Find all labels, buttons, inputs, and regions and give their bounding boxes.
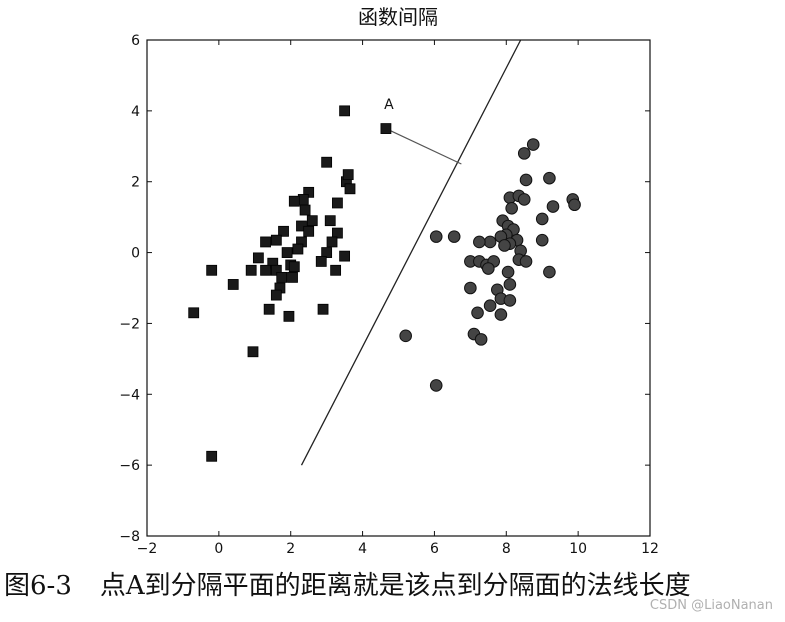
square-point xyxy=(276,271,288,283)
circle-point xyxy=(568,198,581,212)
circle-point xyxy=(399,329,412,343)
y-tick-label: 2 xyxy=(131,175,140,191)
square-point xyxy=(332,197,343,209)
circle-point xyxy=(474,333,488,346)
figure-caption: 图6-3 点A到分隔平面的距离就是该点到分隔面的法线长度 xyxy=(4,565,691,602)
scatter-chart: 函数间隔 −2 0 2 4 6 8 10 12 −8 −6 −4 −2 0 2 4 6 A xyxy=(119,5,659,557)
square-point xyxy=(339,250,351,262)
y-tick-label: −8 xyxy=(119,529,140,545)
circle-point xyxy=(464,281,477,295)
circle-point xyxy=(471,306,484,320)
circle-point xyxy=(483,299,497,313)
y-tick-label: 4 xyxy=(131,104,140,120)
square-point xyxy=(263,303,275,315)
circle-point xyxy=(543,171,556,185)
plot-contents: A xyxy=(188,39,581,466)
circle-point xyxy=(447,230,461,243)
circle-point xyxy=(429,379,443,392)
x-tick-label: 8 xyxy=(502,541,511,557)
square-point xyxy=(206,264,218,276)
square-point xyxy=(260,236,271,248)
circle-point xyxy=(535,233,549,247)
circle-point xyxy=(501,265,515,279)
square-point xyxy=(299,204,311,216)
circle-point xyxy=(503,294,517,307)
circle-point xyxy=(429,230,443,243)
square-point xyxy=(227,279,239,290)
square-point xyxy=(252,252,264,264)
square-point xyxy=(306,215,318,227)
square-point xyxy=(303,225,315,237)
circle-point xyxy=(505,201,518,215)
separating-line xyxy=(300,39,522,466)
square-point xyxy=(342,169,354,181)
circle-point xyxy=(543,265,556,279)
circle-point xyxy=(494,308,508,321)
y-tick-label: −6 xyxy=(119,458,140,474)
square-point xyxy=(297,194,309,205)
y-tick-label: 0 xyxy=(131,246,140,262)
square-point xyxy=(188,307,200,319)
square-point xyxy=(283,310,295,322)
watermark: CSDN @LiaoNanan xyxy=(649,598,773,613)
circle-point xyxy=(503,278,517,291)
x-tick-label: 0 xyxy=(214,541,223,557)
square-point xyxy=(288,195,300,207)
square-point xyxy=(278,225,289,237)
circle-point xyxy=(546,200,560,213)
square-point xyxy=(344,183,356,195)
square-point xyxy=(288,261,300,273)
circle-point xyxy=(517,147,531,160)
square-point xyxy=(206,450,218,462)
y-tick-label: −2 xyxy=(119,316,140,332)
circle-point xyxy=(498,239,511,252)
square-point xyxy=(270,234,282,246)
square-point xyxy=(281,247,293,258)
point-a-label: A xyxy=(384,97,394,113)
circle-point xyxy=(535,212,549,226)
x-tick-label: −2 xyxy=(137,541,158,557)
caption-label: 图6-3 xyxy=(4,571,72,601)
square-point xyxy=(245,264,257,276)
x-tick-label: 2 xyxy=(286,541,295,557)
y-tick-label: 6 xyxy=(131,33,140,49)
x-tick-label: 6 xyxy=(430,541,439,557)
square-point xyxy=(317,303,329,315)
x-tick-label: 12 xyxy=(641,541,659,557)
x-tick-label: 10 xyxy=(569,541,587,557)
square-point xyxy=(330,264,342,276)
circle-point xyxy=(483,235,497,249)
square-point xyxy=(270,289,282,301)
circle-point xyxy=(519,255,533,268)
square-point xyxy=(321,156,333,168)
square-point xyxy=(260,264,271,276)
circle-point xyxy=(517,193,531,206)
square-point xyxy=(315,256,327,267)
square-point xyxy=(326,236,338,248)
circle-point xyxy=(519,173,533,187)
plot-frame xyxy=(146,39,651,537)
chart-title: 函数间隔 xyxy=(358,5,438,29)
square-point xyxy=(287,271,298,283)
square-point xyxy=(339,105,351,117)
square-point xyxy=(247,346,259,358)
circle-point xyxy=(526,138,540,151)
square-point xyxy=(380,123,392,134)
caption-text: 点A到分隔平面的距离就是该点到分隔面的法线长度 xyxy=(99,571,691,601)
y-tick-label: −4 xyxy=(119,387,140,403)
square-point xyxy=(324,215,336,227)
square-point xyxy=(292,243,304,255)
normal-segment xyxy=(385,128,462,165)
circle-point xyxy=(482,262,495,275)
circle-point xyxy=(473,235,486,249)
x-tick-label: 4 xyxy=(358,541,367,557)
